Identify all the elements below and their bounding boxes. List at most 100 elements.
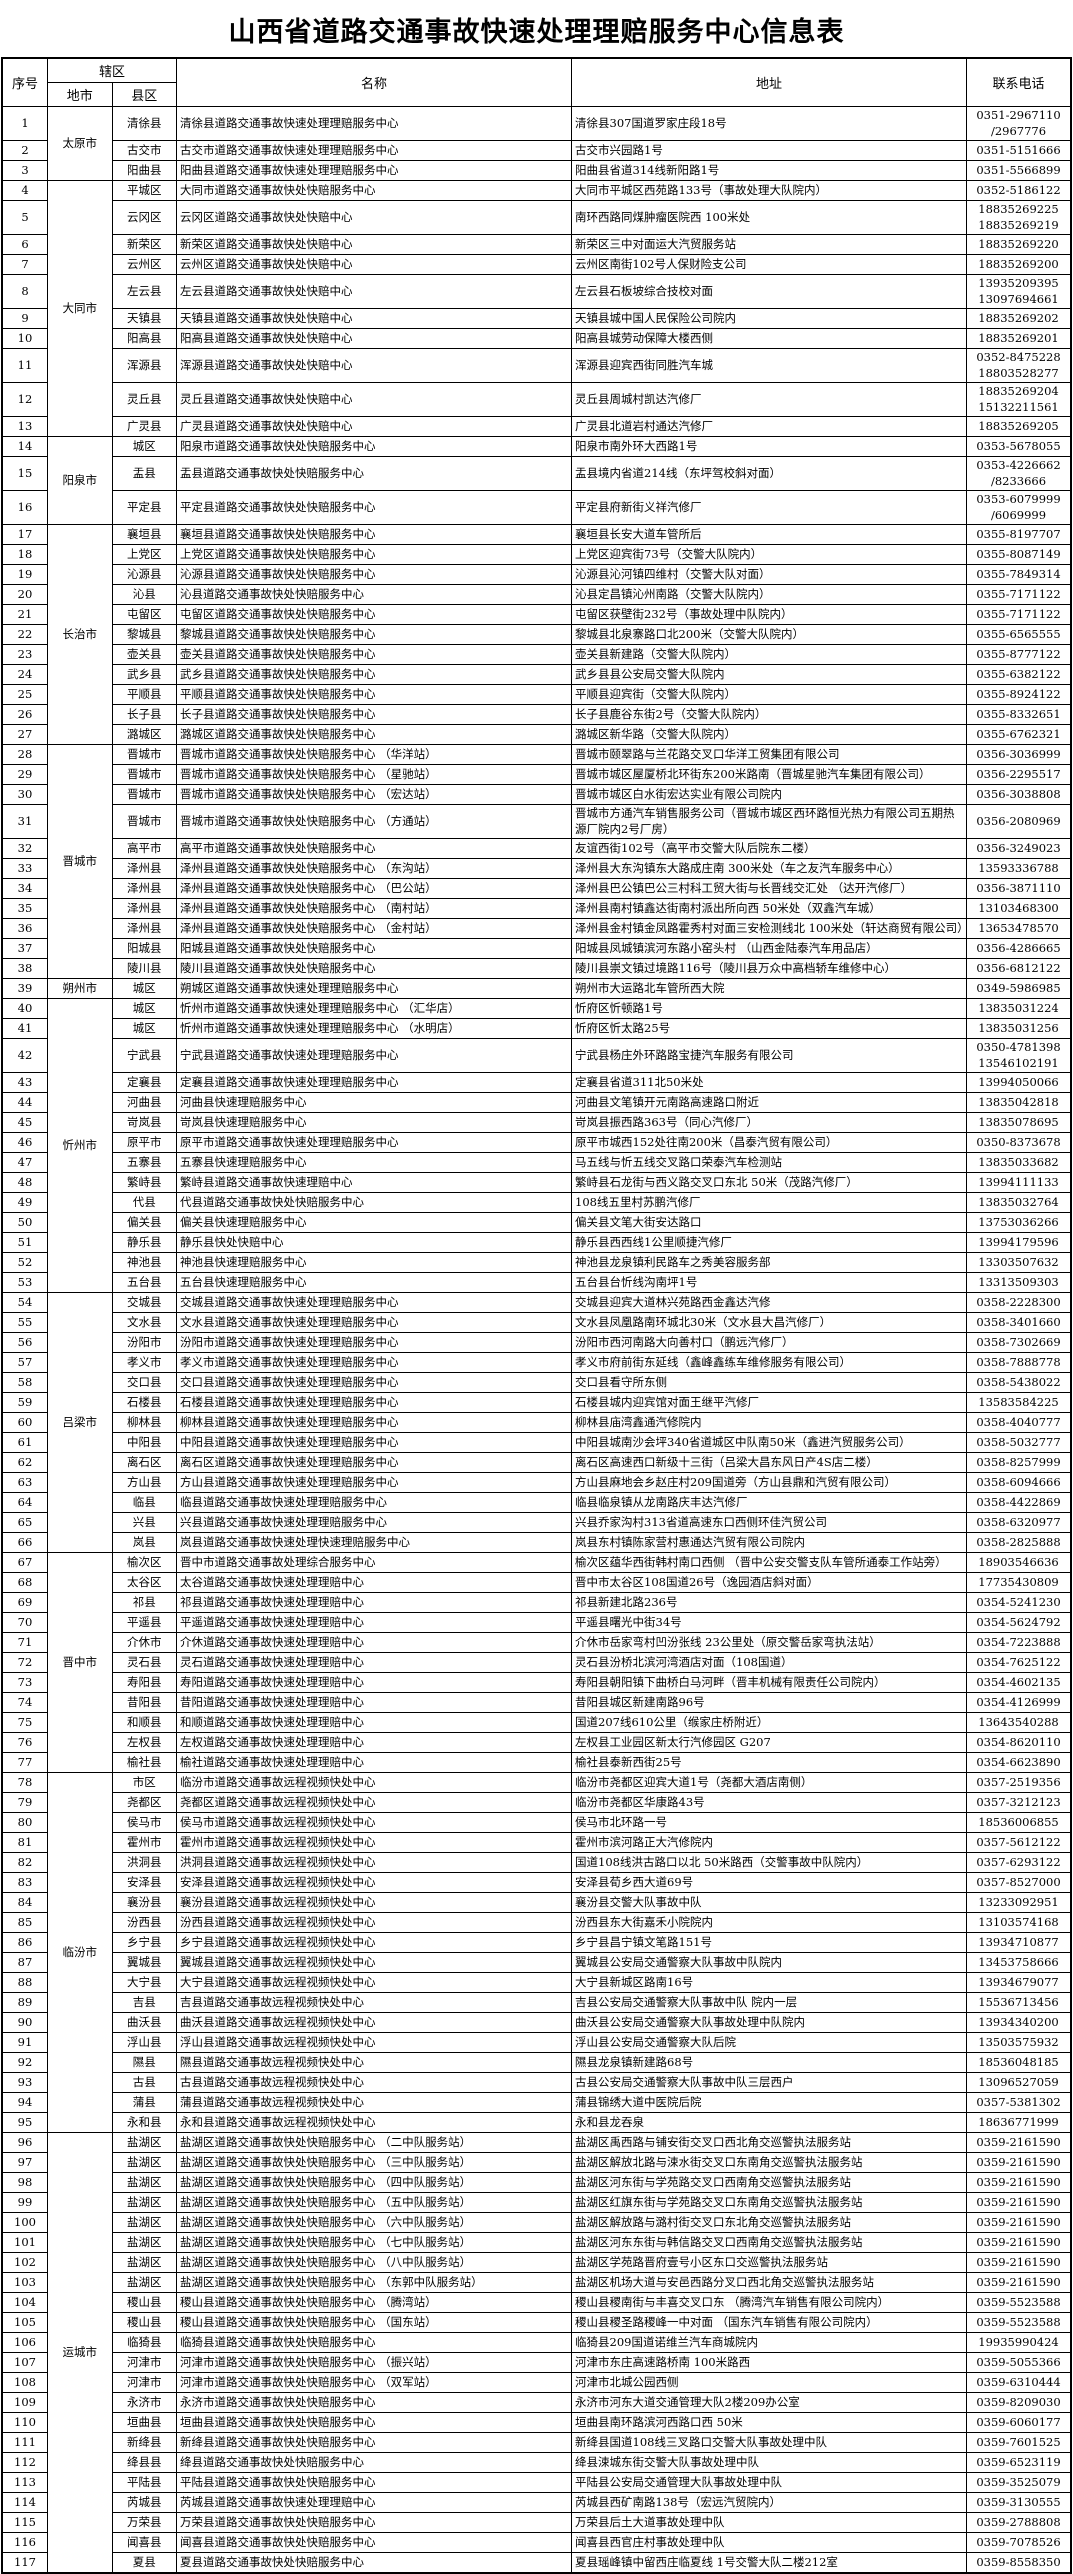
cell-serial-number: 42	[1, 1038, 48, 1074]
table-row: 59 石楼县 石楼县道路交通事故快速处理理赔服务中心 石楼县城内迎宾馆对面王继平汽修厂…	[1, 1392, 1072, 1414]
cell-serial-number: 26	[1, 704, 48, 726]
table-row: 34 泽州县 泽州县道路交通事故快处快赔服务中心 （巴公站） 泽州县巴公镇巴公三村科工…	[1, 878, 1072, 900]
phone-line: 0356-3249023	[976, 840, 1061, 855]
phone-line: 13303507632	[978, 1255, 1059, 1270]
cell-serial-number: 111	[1, 2432, 48, 2454]
phone-line: 17735430809	[978, 1575, 1059, 1590]
cell-phone: 13233092951	[966, 1892, 1072, 1914]
table-row: 100 盐湖区 盐湖区道路交通事故快处快赔服务中心 （六中队服务站） 盐湖区解放路与潞…	[1, 2212, 1072, 2234]
cell-serial-number: 3	[1, 160, 48, 182]
phone-line: 0354-7223888	[976, 1635, 1061, 1650]
table-row: 114 芮城县 芮城县道路交通事故快速处理理赔中心 芮城县西矿南路138号（宏远汽贸院…	[1, 2492, 1072, 2514]
table-row: 94 蒲县 蒲县道路交通事故远程视频快处中心 蒲县锦绣大道中医院后院 0357-5381…	[1, 2092, 1072, 2114]
cell-center-name: 古县道路交通事故远程视频快处中心	[176, 2072, 572, 2094]
cell-county: 浑源县	[111, 348, 177, 384]
cell-center-name: 大宁县道路交通事故远程视频快处中心	[176, 1972, 572, 1994]
cell-county: 方山县	[111, 1472, 177, 1494]
cell-center-name: 永和县道路交通事故远程视频快处中心	[176, 2112, 572, 2134]
phone-line: 13643540288	[978, 1715, 1059, 1730]
col-header-region: 辖区	[47, 57, 177, 83]
cell-county: 盐湖区	[111, 2212, 177, 2234]
cell-phone: 0358-7888778	[966, 1352, 1072, 1374]
cell-center-name: 浑源县道路交通事故快处快赔中心	[176, 348, 572, 384]
cell-serial-number: 36	[1, 918, 48, 940]
cell-address: 浮山县公安局交通警察大队后院	[571, 2032, 967, 2054]
cell-center-name: 岚县道路交通事故快速处理快速理赔服务中心	[176, 1532, 572, 1554]
phone-line: 0359-2161590	[976, 2215, 1061, 2230]
table-row: 69 祁县 祁县道路交通事故快速处理理赔中心 祁县新建北路236号 0354-52412…	[1, 1592, 1072, 1614]
cell-county: 广灵县	[111, 416, 177, 438]
cell-address: 盐湖区解放北路与涑水街交叉口东南角交巡警执法服务站	[571, 2152, 967, 2174]
table-row: 36 泽州县 泽州县道路交通事故快处快赔服务中心 （金村站） 泽州县金村镇金凤路霍秀村…	[1, 918, 1072, 940]
cell-center-name: 岢岚县快速理赔服务中心	[176, 1112, 572, 1134]
cell-serial-number: 2	[1, 140, 48, 162]
cell-county: 芮城县	[111, 2492, 177, 2514]
cell-phone: 0354-5241230	[966, 1592, 1072, 1614]
cell-address: 泽州县巴公镇巴公三村科工贸大街与长晋线交汇处 （达开汽修厂）	[571, 878, 967, 900]
cell-phone: 0355-7171122	[966, 604, 1072, 626]
table-row: 57 孝义市 孝义市道路交通事故快速处理理赔服务中心 孝义市府前街东延线（鑫峰鑫练车维…	[1, 1352, 1072, 1374]
phone-line: 0357-8527000	[976, 1875, 1061, 1890]
phone-line: 0357-5612122	[976, 1835, 1061, 1850]
cell-phone: 13934710877	[966, 1932, 1072, 1954]
cell-address: 晋中市太谷区108国道26号（逸园酒店斜对面）	[571, 1572, 967, 1594]
table-row: 74 昔阳县 昔阳道路交通事故快速处理理赔中心 昔阳县城区新建南路96号 0354-41…	[1, 1692, 1072, 1714]
cell-county: 静乐县	[111, 1232, 177, 1254]
cell-serial-number: 35	[1, 898, 48, 920]
cell-phone: 13934679077	[966, 1972, 1072, 1994]
phone-line: 15536713456	[978, 1995, 1059, 2010]
table-row: 41 城区 忻州市道路交通事故快速处理理赔服务中心 （水明店） 忻府区忻太路25号 13…	[1, 1018, 1072, 1040]
cell-county: 泽州县	[111, 918, 177, 940]
phone-line: 0359-6523119	[976, 2455, 1061, 2470]
cell-phone: 0359-3130555	[966, 2492, 1072, 2514]
cell-county: 盐湖区	[111, 2272, 177, 2294]
cell-address: 新荣区三中对面运大汽贸服务站	[571, 234, 967, 256]
cell-phone: 0356-3036999	[966, 744, 1072, 766]
phone-line: 0355-8777122	[976, 646, 1061, 661]
cell-serial-number: 54	[1, 1292, 48, 1314]
cell-address: 稷山县稷圣路稷峰一中对面 （国东汽车销售有限公司院内）	[571, 2312, 967, 2334]
cell-serial-number: 58	[1, 1372, 48, 1394]
cell-phone: 0357-2519356	[966, 1772, 1072, 1794]
cell-center-name: 泽州县道路交通事故快处快赔服务中心 （南村站）	[176, 898, 572, 920]
phone-line: 0356-3038808	[976, 786, 1061, 801]
cell-address: 孝义市府前街东延线（鑫峰鑫练车维修服务有限公司）	[571, 1352, 967, 1374]
cell-center-name: 吉县道路交通事故远程视频快处中心	[176, 1992, 572, 2014]
phone-line: 0358-2825888	[976, 1535, 1061, 1550]
cell-serial-number: 112	[1, 2452, 48, 2474]
cell-phone: 0355-8197707	[966, 524, 1072, 546]
cell-center-name: 夏县道路交通事故快处快赔服务中心	[176, 2552, 572, 2574]
cell-serial-number: 105	[1, 2312, 48, 2334]
cell-serial-number: 94	[1, 2092, 48, 2114]
cell-center-name: 静乐县快处快赔中心	[176, 1232, 572, 1254]
cell-serial-number: 44	[1, 1092, 48, 1114]
cell-serial-number: 13	[1, 416, 48, 438]
table-row: 83 安泽县 安泽县道路交通事故远程视频快处中心 安泽县荀乡西大道69号 0357-85…	[1, 1872, 1072, 1894]
cell-county: 灵石县	[111, 1652, 177, 1674]
table-row: 45 岢岚县 岢岚县快速理赔服务中心 岢岚县振西路363号（同心汽修厂） 1383507…	[1, 1112, 1072, 1134]
table-row: 37 阳城县 阳城县道路交通事故快处快赔服务中心 阳城县凤城镇滨河东路小窑头村 （山西…	[1, 938, 1072, 960]
cell-county: 平陆县	[111, 2472, 177, 2494]
cell-serial-number: 9	[1, 308, 48, 330]
phone-line: 0355-6565555	[976, 626, 1061, 641]
cell-county: 河曲县	[111, 1092, 177, 1114]
phone-line: 0355-8197707	[976, 526, 1061, 541]
cell-center-name: 原平市道路交通事故快速处理理赔服务中心	[176, 1132, 572, 1154]
cell-center-name: 昔阳道路交通事故快速处理理赔中心	[176, 1692, 572, 1714]
cell-address: 河曲县文笔镇开元南路高速路口附近	[571, 1092, 967, 1114]
cell-center-name: 晋城市道路交通事故快处快赔服务中心 （星驰站）	[176, 764, 572, 786]
phone-line: /8233666	[990, 473, 1047, 488]
cell-address: 曲沃县公安局交通警察大队事故处理中队院内	[571, 2012, 967, 2034]
cell-center-name: 盐湖区道路交通事故快处快赔服务中心 （三中队服务站）	[176, 2152, 572, 2174]
cell-center-name: 晋城市道路交通事故快处快赔服务中心 （宏达站）	[176, 784, 572, 806]
cell-serial-number: 87	[1, 1952, 48, 1974]
phone-line: 0354-6623890	[976, 1755, 1061, 1770]
cell-center-name: 盂县道路交通事故快处快赔服务中心	[176, 456, 572, 492]
cell-address: 左云县石板坡综合技校对面	[571, 274, 967, 310]
cell-center-name: 沁源县道路交通事故快处快赔服务中心	[176, 564, 572, 586]
cell-center-name: 绛县道路交通事故快处快赔服务中心	[176, 2452, 572, 2474]
cell-county: 盐湖区	[111, 2172, 177, 2194]
cell-county: 河津市	[111, 2352, 177, 2374]
cell-county: 临猗县	[111, 2332, 177, 2354]
phone-line: 18803528277	[978, 365, 1059, 380]
